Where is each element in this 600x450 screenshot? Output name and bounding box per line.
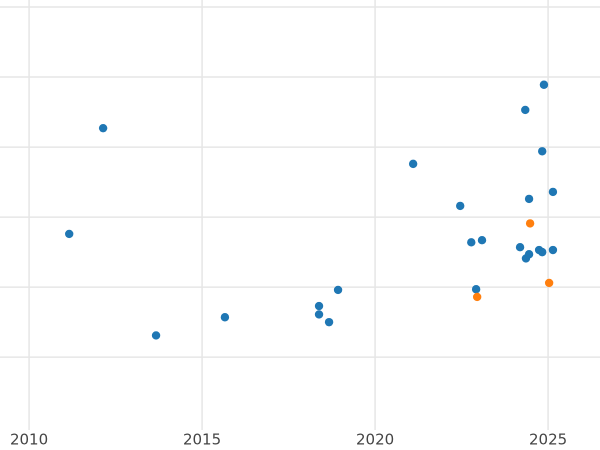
point <box>467 238 476 247</box>
point <box>408 159 418 169</box>
point <box>324 317 334 327</box>
point <box>524 250 534 259</box>
point <box>521 105 530 115</box>
point <box>65 229 74 239</box>
x-tick-label: 2025 <box>529 431 567 449</box>
point <box>471 285 481 294</box>
point <box>548 245 558 255</box>
point <box>477 236 487 245</box>
point <box>472 292 482 302</box>
point <box>515 243 525 252</box>
point <box>314 301 324 311</box>
point <box>333 285 343 295</box>
point <box>524 194 534 204</box>
point <box>220 313 230 322</box>
x-tick-label: 2020 <box>356 431 394 449</box>
point <box>98 123 108 133</box>
point <box>525 219 535 228</box>
point <box>456 201 465 211</box>
point <box>539 80 549 89</box>
point <box>544 278 554 288</box>
point <box>538 247 547 257</box>
point <box>314 310 324 319</box>
x-tick-label: 2010 <box>10 431 48 449</box>
x-tick-label: 2015 <box>183 431 221 449</box>
point <box>548 187 558 197</box>
point <box>151 331 161 340</box>
point <box>538 147 547 156</box>
